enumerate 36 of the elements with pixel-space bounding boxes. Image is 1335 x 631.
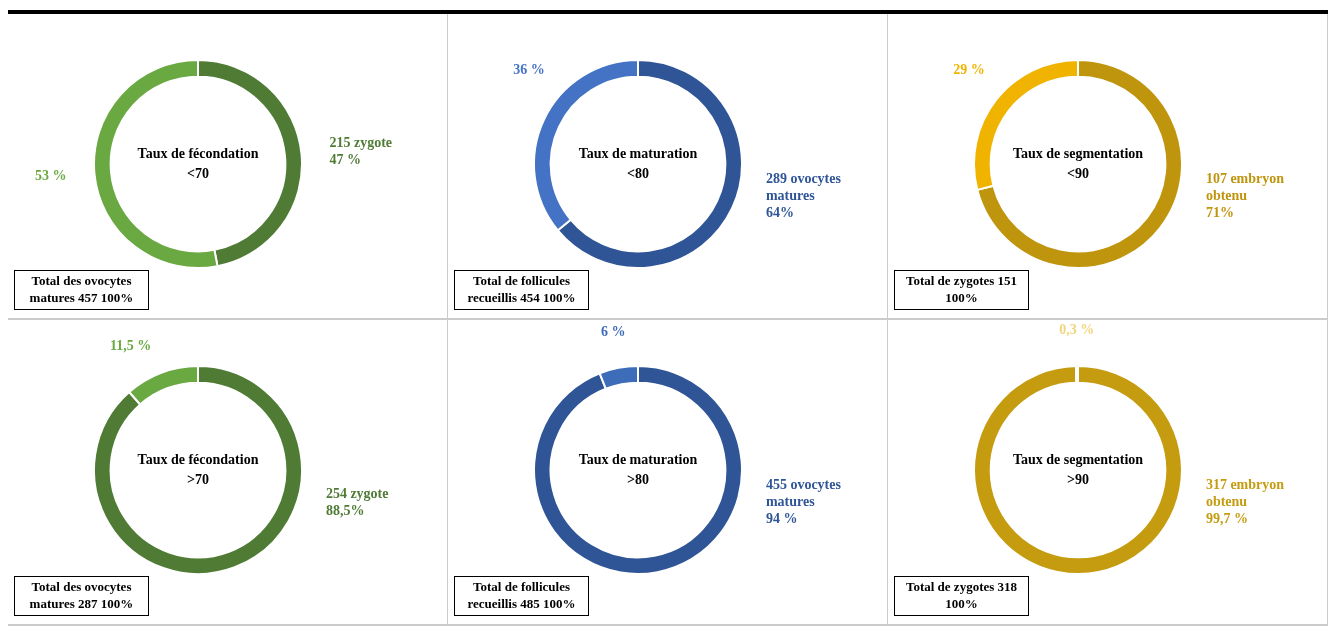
data-label: 6 % [601,323,626,339]
data-label: 0,3 % [1059,321,1095,337]
text: <80 [627,165,649,181]
text: Total des ovocytes matures 457 100% [14,270,149,310]
data-label: 64% [765,205,794,221]
slice-label: 254 zygote [325,485,389,501]
slice-label: 215 zygote [329,134,393,150]
text: >70 [187,471,209,487]
data-label: 53 % [35,168,67,184]
data-label: 29 % [953,62,985,78]
slice-label: 107 embryon obtenu [1205,171,1285,204]
slice-label: 289 ovocytes matures [765,171,842,204]
text: Taux de maturation [578,145,698,161]
text: <70 [187,165,209,181]
data-label: 47 % [329,151,361,167]
slice-label: 455 ovocytes matures [765,477,842,510]
slice-label: 317 embryon obtenu [1205,477,1285,510]
text: Taux de segmentation [1012,451,1144,467]
text: >90 [1067,471,1089,487]
data-label: 88,5% [325,502,365,518]
text: Taux de maturation [578,451,698,467]
text: Total des ovocytes matures 287 100% [14,576,149,616]
text: >80 [627,471,649,487]
data-label: 71% [1205,205,1234,221]
text: Total de zygotes 151 100% [894,270,1029,310]
text: Total de follicules recueillis 485 100% [454,576,589,616]
text: Taux de fécondation [137,451,259,467]
text: <90 [1067,165,1089,181]
text: Taux de segmentation [1012,145,1144,161]
data-label: 99,7 % [1205,511,1248,527]
data-label: 11,5 % [110,338,152,354]
text: Total de follicules recueillis 454 100% [454,270,589,310]
data-label: 36 % [513,62,545,78]
text: Taux de fécondation [137,145,259,161]
data-label: 94 % [765,511,798,527]
text: Total de zygotes 318 100% [894,576,1029,616]
